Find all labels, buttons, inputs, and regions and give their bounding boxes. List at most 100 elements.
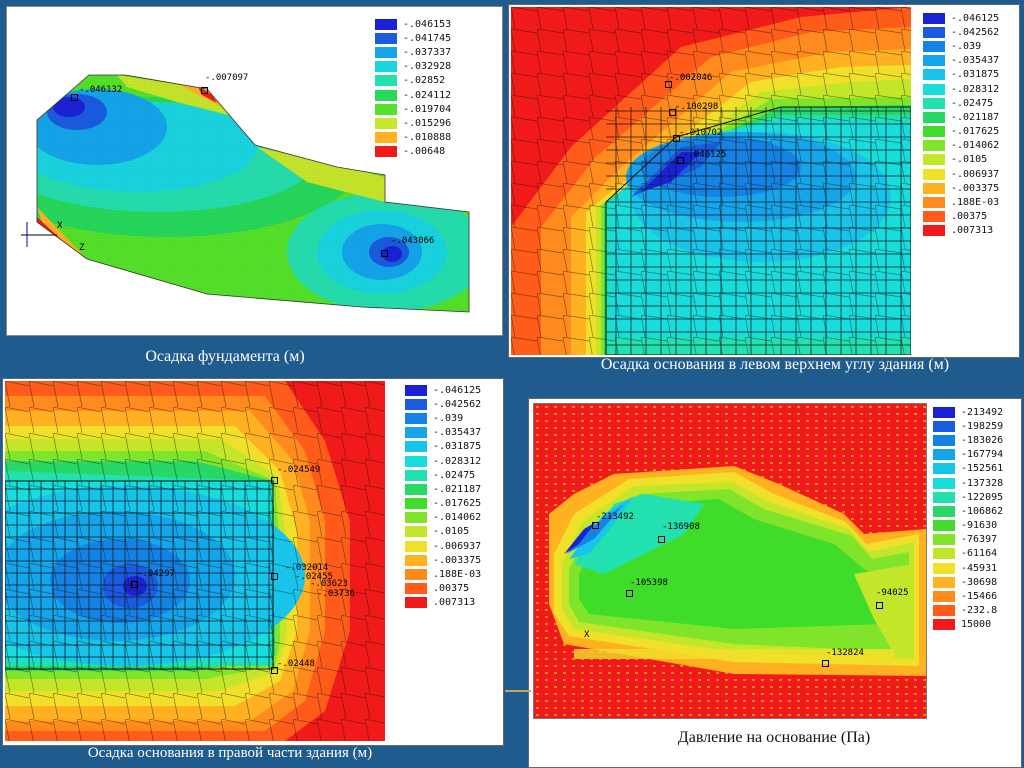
legend: -.046125 -.042562 -.039 -.035437 -.031875 -.0… bbox=[405, 383, 482, 610]
legend-swatch bbox=[933, 449, 955, 461]
legend-swatch bbox=[923, 182, 945, 194]
legend-entry: -167794 bbox=[933, 448, 1003, 462]
legend: -.046153 -.041745 -.037337 -.032928 -.02852 -… bbox=[375, 17, 452, 159]
legend-entry: -91630 bbox=[933, 519, 1003, 533]
marker-label: -105398 bbox=[630, 578, 668, 588]
legend-swatch bbox=[933, 591, 955, 603]
legend-entry: -106862 bbox=[933, 504, 1003, 518]
legend-entry: -61164 bbox=[933, 547, 1003, 561]
legend-value: -.039 bbox=[951, 40, 982, 52]
legend-value: -.003375 bbox=[433, 554, 482, 566]
marker bbox=[592, 522, 599, 529]
legend-swatch bbox=[405, 398, 427, 410]
legend-value: -.035437 bbox=[951, 55, 1000, 67]
panel-top-left-corner-settlement: -.002046 -.100298 -.010702 -.046125 -.04… bbox=[508, 4, 1020, 358]
legend-entry: -.006937 bbox=[405, 539, 481, 553]
legend-swatch bbox=[933, 534, 955, 546]
legend-value: -.019704 bbox=[403, 103, 452, 115]
legend-entry: .188E-03 bbox=[405, 567, 481, 581]
legend-entry: -.02475 bbox=[405, 468, 481, 482]
legend-value: -.0105 bbox=[433, 526, 470, 538]
marker-label: -132824 bbox=[826, 648, 864, 658]
legend-entry: -.00648 bbox=[375, 145, 451, 159]
legend-entry: -198259 bbox=[933, 419, 1003, 433]
legend-swatch bbox=[933, 562, 955, 574]
legend-swatch bbox=[405, 483, 427, 495]
legend-value: .00375 bbox=[433, 583, 470, 595]
legend-value: -.041745 bbox=[403, 32, 452, 44]
legend-swatch bbox=[405, 583, 427, 595]
legend-swatch bbox=[405, 569, 427, 581]
legend-swatch bbox=[923, 154, 945, 166]
caption-foundation-settlement: Осадка фундамента (м) bbox=[145, 348, 305, 365]
legend: -213492 -198259 -183026 -167794 -152561 -1373… bbox=[933, 405, 1004, 632]
legend-entry: -.035437 bbox=[923, 54, 999, 68]
legend-swatch bbox=[405, 455, 427, 467]
legend-entry: -.032928 bbox=[375, 60, 451, 74]
marker bbox=[626, 590, 633, 597]
legend-value: -.00648 bbox=[403, 146, 446, 158]
marker-label: -.02455 bbox=[295, 572, 333, 582]
panel-right-part-settlement: -.024549 -.04297 -.032014 -.03623 -.0245… bbox=[2, 378, 504, 746]
legend-swatch bbox=[923, 26, 945, 38]
legend-value: -198259 bbox=[961, 420, 1004, 432]
legend-swatch bbox=[923, 12, 945, 24]
marker bbox=[665, 81, 672, 88]
legend-entry: -.031875 bbox=[923, 68, 999, 82]
marker-label: -.024549 bbox=[277, 465, 321, 475]
marker-label: -.03623 bbox=[310, 579, 348, 589]
legend-value: -.046153 bbox=[403, 18, 452, 30]
marker-label: -.03736 bbox=[317, 589, 355, 599]
legend-value: -.010888 bbox=[403, 132, 452, 144]
marker bbox=[677, 157, 684, 164]
legend-swatch bbox=[923, 40, 945, 52]
legend-swatch bbox=[405, 441, 427, 453]
marker-label: -.02448 bbox=[277, 659, 315, 669]
legend-value: -183026 bbox=[961, 434, 1004, 446]
axis-z-label: Z bbox=[79, 243, 85, 253]
legend-entry: -30698 bbox=[933, 575, 1003, 589]
legend-swatch bbox=[923, 55, 945, 67]
legend-entry: -.031875 bbox=[405, 440, 481, 454]
legend-value: -30698 bbox=[961, 576, 998, 588]
legend-entry: -.028312 bbox=[923, 82, 999, 96]
legend-value: -.014062 bbox=[951, 140, 1000, 152]
marker bbox=[673, 135, 680, 142]
marker-label: -136908 bbox=[662, 522, 700, 532]
legend-swatch bbox=[405, 427, 427, 439]
legend-swatch bbox=[405, 512, 427, 524]
marker bbox=[271, 477, 278, 484]
legend-entry: -.02475 bbox=[923, 96, 999, 110]
caption-right-part-settlement: Осадка основания в правой части здания (… bbox=[87, 745, 373, 761]
legend-swatch bbox=[923, 126, 945, 138]
legend-value: -.046125 bbox=[433, 384, 482, 396]
legend-swatch bbox=[923, 111, 945, 123]
legend-entry: -.028312 bbox=[405, 454, 481, 468]
legend-entry: -.014062 bbox=[923, 139, 999, 153]
legend-entry: -.003375 bbox=[923, 181, 999, 195]
legend-value: -213492 bbox=[961, 406, 1004, 418]
legend-value: -122095 bbox=[961, 491, 1004, 503]
legend-swatch bbox=[405, 498, 427, 510]
legend-entry: -.019704 bbox=[375, 102, 451, 116]
legend-value: .007313 bbox=[433, 597, 476, 609]
legend-entry: -183026 bbox=[933, 433, 1003, 447]
legend-value: .00375 bbox=[951, 211, 988, 223]
legend-entry: -.046125 bbox=[923, 11, 999, 25]
legend-value: -.037337 bbox=[403, 46, 452, 58]
legend-value: -.031875 bbox=[951, 69, 1000, 81]
legend-swatch bbox=[375, 32, 397, 44]
legend-entry: -213492 bbox=[933, 405, 1003, 419]
legend-entry: -.035437 bbox=[405, 426, 481, 440]
legend-entry: -.006937 bbox=[923, 167, 999, 181]
legend-entry: -.017625 bbox=[923, 125, 999, 139]
legend-swatch bbox=[933, 576, 955, 588]
legend-swatch bbox=[923, 140, 945, 152]
legend-swatch bbox=[933, 520, 955, 532]
legend-entry: -.003375 bbox=[405, 553, 481, 567]
marker-local-min bbox=[381, 250, 388, 257]
legend-value: -.003375 bbox=[951, 182, 1000, 194]
legend-entry: .007313 bbox=[923, 224, 999, 238]
legend-swatch bbox=[923, 83, 945, 95]
legend-entry: -.014062 bbox=[405, 511, 481, 525]
